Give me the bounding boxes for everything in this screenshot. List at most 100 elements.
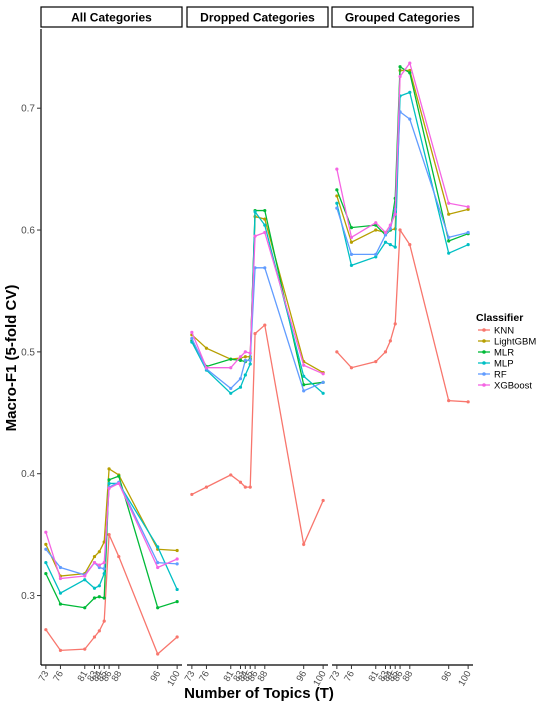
data-point-rf <box>321 380 325 384</box>
data-point-mlp <box>447 251 451 255</box>
data-point-mlp <box>238 385 243 389</box>
x-tick-label: 76 <box>197 669 212 684</box>
data-point-xgboost <box>243 350 247 354</box>
data-point-mlp <box>383 240 388 244</box>
data-point-xgboost <box>238 355 243 359</box>
series-line-knn <box>45 534 178 656</box>
data-point-mlp <box>156 545 160 549</box>
data-point-knn <box>388 339 392 343</box>
series-line-rf <box>191 267 324 392</box>
data-point-mlr <box>263 208 267 213</box>
legend-item: LightGBM <box>478 337 536 348</box>
series-line-xgboost <box>336 61 469 239</box>
data-point-knn <box>408 243 412 247</box>
data-point-knn <box>466 400 470 404</box>
data-point-lightgbm <box>447 212 451 216</box>
data-point-mlr <box>156 606 160 610</box>
data-point-knn <box>383 350 388 354</box>
facet-title: Dropped Categories <box>200 11 315 25</box>
data-point-mlp <box>253 210 257 214</box>
data-point-knn <box>263 323 267 327</box>
data-point-mlp <box>58 591 63 595</box>
data-point-knn <box>321 498 325 503</box>
data-point-knn <box>83 647 87 651</box>
data-point-xgboost <box>349 235 354 239</box>
y-axis: 0.3 0.4 0.5 0.6 0.7 <box>21 29 42 665</box>
data-point-rf <box>102 567 106 571</box>
data-point-mlr <box>302 383 306 387</box>
legend-label: MLP <box>494 359 514 370</box>
x-tick-label: 86 <box>391 669 406 684</box>
data-point-xgboost <box>408 61 412 65</box>
legend-item: RF <box>478 370 507 381</box>
data-point-mlr <box>175 600 179 604</box>
data-point-xgboost <box>117 481 121 486</box>
facet-strip <box>186 6 329 28</box>
data-point-rf <box>248 358 252 363</box>
data-point-knn <box>393 322 397 326</box>
legend-label: LightGBM <box>494 337 536 348</box>
data-point-mlp <box>229 391 233 395</box>
data-point-mlr <box>83 606 87 610</box>
data-point-lightgbm <box>204 346 209 350</box>
legend-swatch-point <box>482 328 486 332</box>
data-point-knn <box>349 366 354 370</box>
y-tick-label: 0.5 <box>21 347 35 358</box>
data-point-mlp <box>263 223 267 227</box>
data-point-mlp <box>466 243 470 247</box>
y-tick-label: 0.7 <box>21 104 35 115</box>
data-point-mlp <box>248 362 252 366</box>
data-point-mlp <box>83 578 87 582</box>
data-point-knn <box>447 399 451 403</box>
data-point-knn <box>335 350 339 354</box>
series-line-mlr <box>336 65 469 242</box>
data-point-knn <box>204 485 209 489</box>
facet-strip <box>331 6 474 28</box>
data-point-mlp <box>374 255 378 259</box>
x-tick-label: 73 <box>37 669 52 684</box>
data-point-mlp <box>92 586 97 590</box>
data-point-mlr <box>107 478 111 482</box>
data-point-knn <box>374 360 378 364</box>
x-tick-label: 96 <box>148 669 163 684</box>
data-point-mlp <box>388 243 392 247</box>
data-point-rf <box>58 565 63 570</box>
series-line-lightgbm <box>336 69 469 244</box>
data-point-rf <box>349 252 354 257</box>
data-point-xgboost <box>175 557 179 561</box>
x-tick-label: 96 <box>439 669 454 684</box>
data-point-knn <box>302 542 306 546</box>
data-point-rf <box>388 227 392 231</box>
x-tick-label: 96 <box>294 669 309 684</box>
series-line-xgboost <box>191 231 324 375</box>
series-line-knn <box>191 323 324 547</box>
data-point-rf <box>447 235 451 239</box>
data-point-knn <box>243 485 247 489</box>
x-tick-label: 86 <box>100 669 115 684</box>
x-tick-label: 84 <box>381 669 396 684</box>
data-point-knn <box>117 554 121 559</box>
x-tick-label: 100 <box>456 669 473 688</box>
data-point-xgboost <box>44 530 48 534</box>
x-tick-label: 84 <box>90 669 105 684</box>
data-point-mlp <box>349 263 354 267</box>
data-point-lightgbm <box>97 550 101 554</box>
data-point-xgboost <box>466 205 470 209</box>
x-tick-label: 84 <box>236 669 251 684</box>
data-point-knn <box>44 628 48 632</box>
data-point-knn <box>190 492 194 497</box>
data-point-rf <box>175 562 179 566</box>
legend-label: MLR <box>494 348 514 359</box>
x-tick-label: 73 <box>328 669 343 684</box>
x-tick-label: 86 <box>246 669 261 684</box>
data-point-knn <box>248 485 252 489</box>
data-point-xgboost <box>156 565 160 570</box>
data-point-xgboost <box>263 230 267 235</box>
data-point-xgboost <box>204 366 209 370</box>
legend-item: MLP <box>478 359 514 370</box>
data-point-rf <box>408 117 412 121</box>
